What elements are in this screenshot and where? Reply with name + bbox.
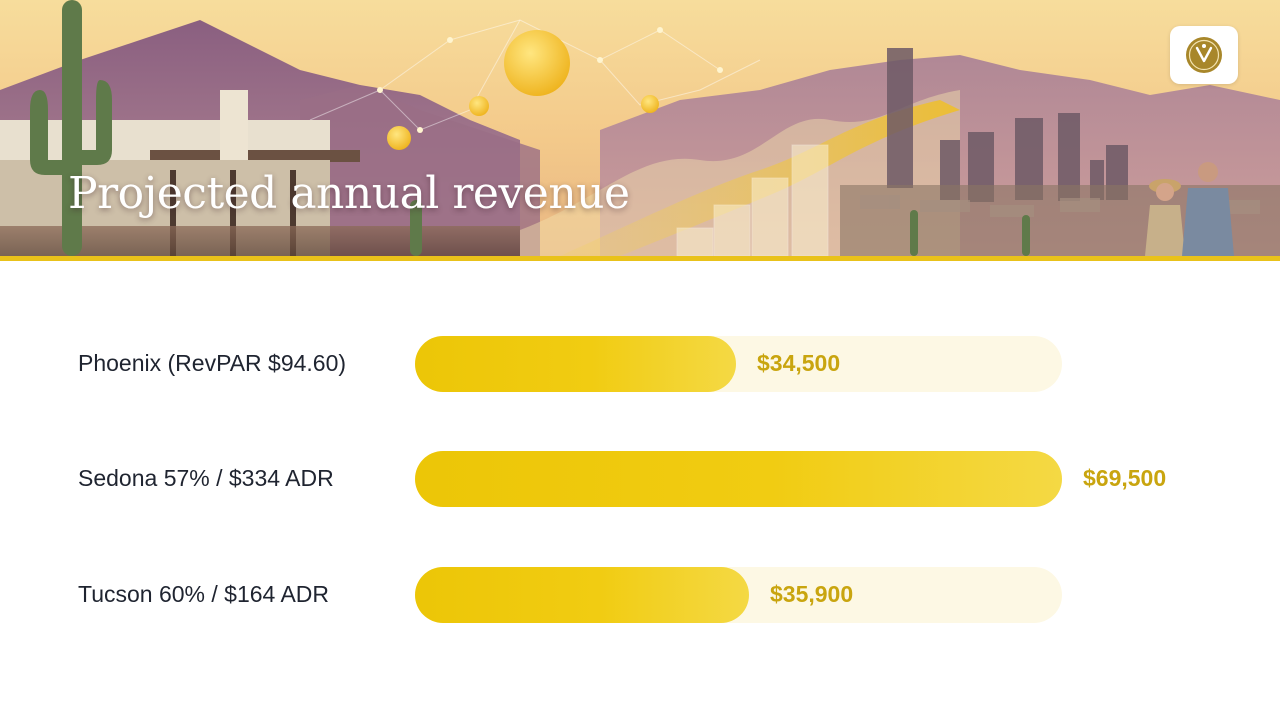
header-banner: Projected annual revenue [0,0,1280,256]
bar-fill [415,451,1062,507]
bar-row: Phoenix (RevPAR $94.60) $34,500 [0,336,1280,392]
bar-fill [415,336,736,392]
page-title: Projected annual revenue [68,168,630,219]
bar-track [415,336,1062,392]
bar-row: Sedona 57% / $334 ADR $69,500 [0,451,1280,507]
value-label: $35,900 [770,581,854,607]
bar-track [415,567,1062,623]
bar-row: Tucson 60% / $164 ADR $35,900 [0,567,1280,623]
desert-skyline-illustration [0,0,1280,256]
value-label: $69,500 [1083,465,1167,491]
bar-fill [415,567,749,623]
bar-track [415,451,1062,507]
category-label: Tucson 60% / $164 ADR [78,581,330,607]
revenue-bar-chart: Phoenix (RevPAR $94.60) $34,500 Sedona 57%… [0,262,1280,720]
category-label: Phoenix (RevPAR $94.60) [78,350,347,376]
monogram-seal-icon [1186,37,1222,73]
value-label: $34,500 [757,350,841,376]
banner-accent-rule [0,256,1280,261]
brand-logo [1170,26,1238,84]
category-label: Sedona 57% / $334 ADR [78,465,334,491]
